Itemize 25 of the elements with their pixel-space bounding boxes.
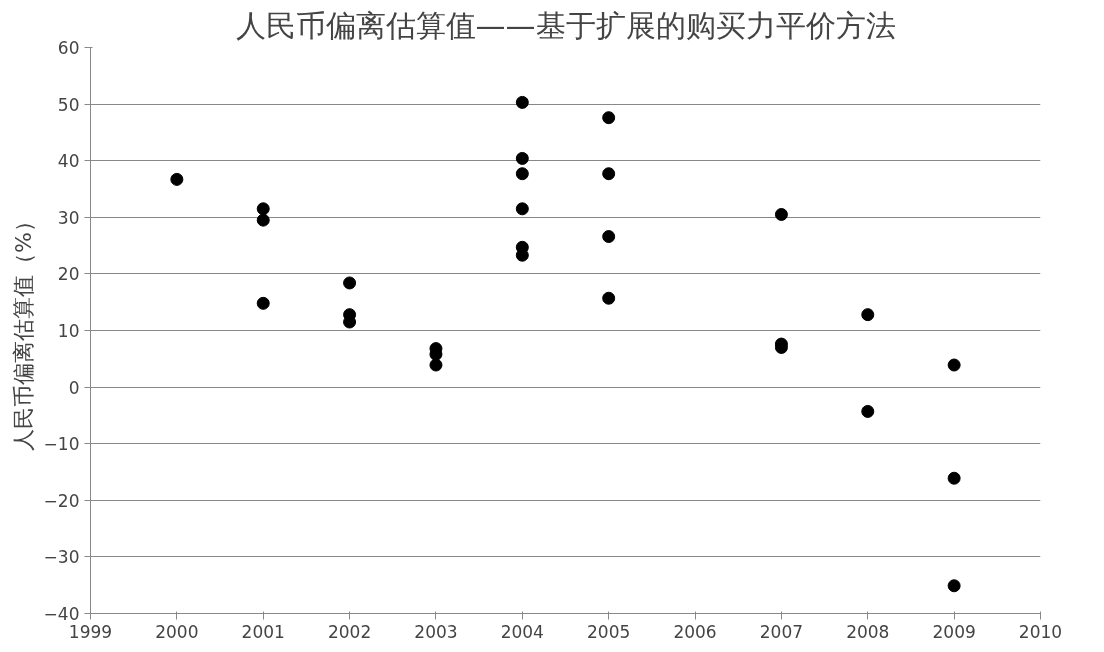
y-tick-label: 30 <box>57 207 80 228</box>
x-tick-label: 1999 <box>68 621 113 642</box>
chart-title: 人民币偏离估算值——基于扩展的购买力平价方法 <box>235 7 896 43</box>
y-tick-label: −30 <box>43 547 80 568</box>
x-tick-label: 2006 <box>673 621 717 642</box>
y-tick-label: 40 <box>57 151 80 172</box>
x-tick-label: 2000 <box>155 621 199 642</box>
y-tick-label: 60 <box>57 38 80 58</box>
x-tick-label: 2005 <box>587 621 631 642</box>
y-tick-label: 10 <box>57 321 80 341</box>
x-tick-label: 2001 <box>241 621 285 642</box>
x-tick-label: 2003 <box>414 621 458 642</box>
x-tick-label: 2008 <box>846 621 890 642</box>
x-tick-label: 2009 <box>932 621 976 642</box>
y-tick-label: −40 <box>43 604 80 624</box>
y-tick-label: −10 <box>43 434 80 455</box>
x-tick-label: 2010 <box>1018 621 1063 642</box>
y-axis-title: 人民币偏离估算值（%） <box>10 210 36 451</box>
x-tick-label: 2004 <box>500 621 544 642</box>
y-tick-label: 50 <box>57 94 80 115</box>
y-tick-label: −20 <box>43 490 80 511</box>
x-tick-label: 2002 <box>327 621 372 642</box>
y-tick-label: 0 <box>68 377 80 398</box>
x-tick-label: 2007 <box>759 621 804 642</box>
y-tick-label: 20 <box>57 264 80 285</box>
